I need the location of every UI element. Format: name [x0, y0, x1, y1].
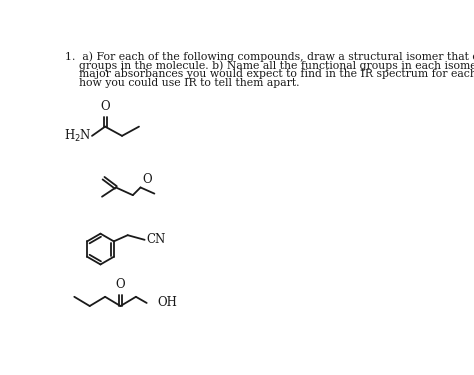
Text: major absorbances you would expect to find in the IR spectrum for each isomer, a: major absorbances you would expect to fi…: [65, 69, 474, 79]
Text: O: O: [116, 278, 125, 291]
Text: groups in the molecule. b) Name all the functional groups in each isomer. c) Ind: groups in the molecule. b) Name all the …: [65, 60, 474, 70]
Text: 1.  a) For each of the following compounds, draw a structural isomer that change: 1. a) For each of the following compound…: [65, 51, 474, 62]
Text: O: O: [142, 173, 152, 186]
Text: OH: OH: [157, 297, 177, 309]
Text: how you could use IR to tell them apart.: how you could use IR to tell them apart.: [65, 78, 300, 88]
Text: H$_2$N: H$_2$N: [64, 128, 91, 144]
Text: CN: CN: [146, 233, 165, 246]
Text: O: O: [100, 100, 110, 113]
